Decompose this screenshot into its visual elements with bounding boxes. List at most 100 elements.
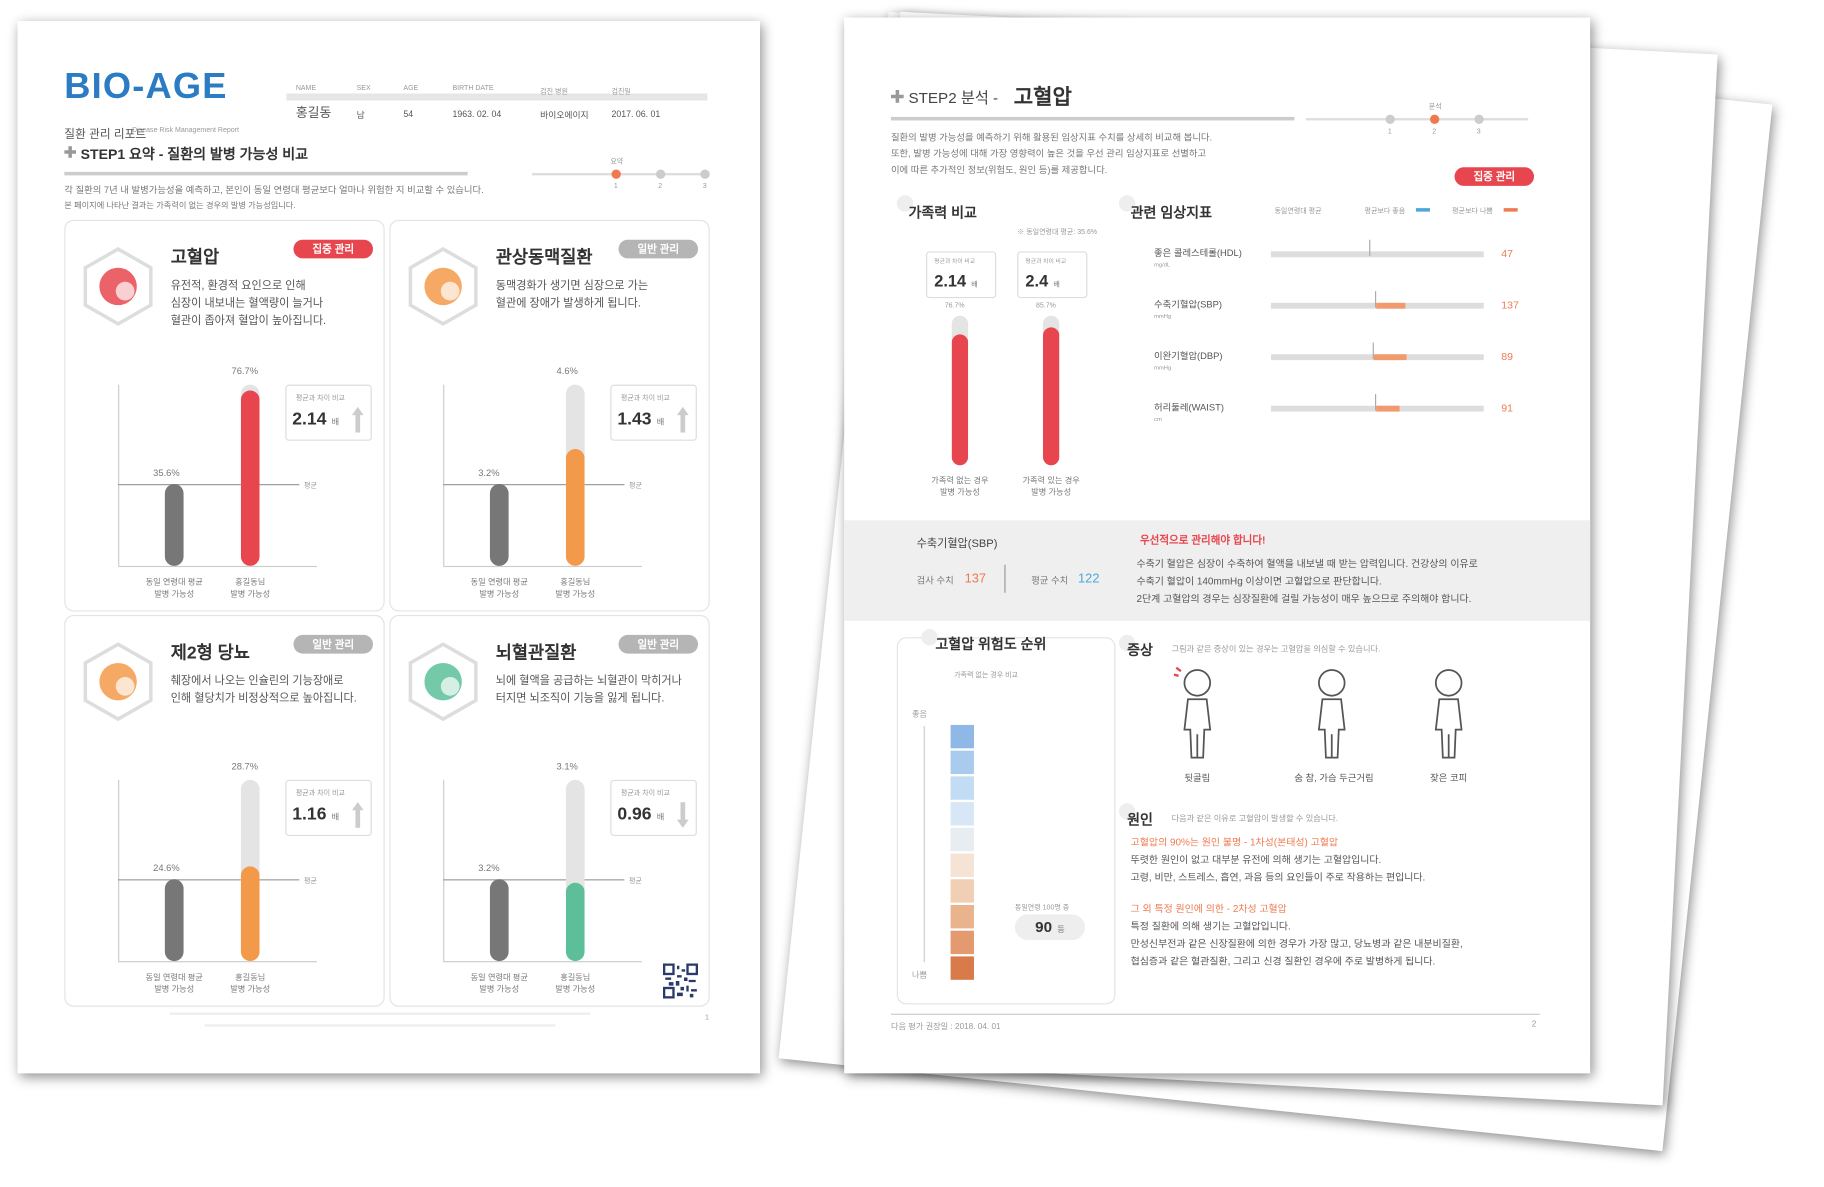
badge: 집중 관리 bbox=[1454, 167, 1535, 186]
progress-step: 1 bbox=[613, 183, 618, 191]
compare-label: 평균과 차이 비교 bbox=[295, 395, 345, 403]
priority-alert: 우선적으로 관리해야 합니다! bbox=[1139, 534, 1266, 547]
compare-box: 평균과 차이 비교 2.4 배 bbox=[1017, 251, 1088, 299]
disease-card: 관상동맥질환 일반 관리 동맥경화가 생기면 심장으로 가는 혈관에 장애가 발생하게… bbox=[389, 219, 710, 612]
symptom-figure bbox=[1173, 666, 1212, 759]
disease-title: 고혈압 bbox=[1013, 85, 1072, 109]
legend-item: 동일연령대 평균 bbox=[1274, 208, 1322, 216]
ratio-unit: 배 bbox=[331, 418, 340, 427]
average-label: 평균 bbox=[303, 482, 317, 490]
bar-label-line: 동일 연령대 평균 bbox=[145, 578, 203, 587]
ratio-unit: 배 bbox=[971, 281, 978, 289]
text-line: 수축기 혈압은 심장이 수축하여 혈액을 내보낼 때 받는 압력입니다. 건강상… bbox=[1136, 557, 1478, 570]
header-bar bbox=[286, 93, 708, 101]
intro: 질환의 발병 가능성을 예측하기 위해 활용된 임상지표 수치를 상세히 비교해… bbox=[891, 130, 1212, 179]
average-marker bbox=[1375, 291, 1377, 308]
bar-label-line: 발병 가능성 bbox=[154, 590, 195, 599]
indicator-segment bbox=[1373, 354, 1407, 361]
causes-text: 고혈압의 90%는 원인 불명 - 1차성(본태성) 고혈압 뚜렷한 원인이 없… bbox=[1131, 834, 1463, 971]
bar-label-line: 홍길동님 bbox=[235, 973, 266, 983]
risk-track bbox=[240, 779, 260, 962]
rank-step bbox=[950, 776, 974, 800]
disease-card: 뇌혈관질환 일반 관리 뇌에 혈액을 공급하는 뇌혈관이 막히거나 터지면 뇌조직이 … bbox=[389, 615, 710, 1007]
risk-value: 28.7% bbox=[231, 761, 259, 772]
average-value: 3.2% bbox=[478, 467, 500, 479]
family-value: 76.7% bbox=[944, 302, 965, 310]
symptom-label: 뒷골림 bbox=[1184, 772, 1211, 784]
patient-value: 54 bbox=[403, 108, 414, 120]
bar-label: 동일 연령대 평균 발병 가능성 bbox=[133, 973, 215, 996]
patient-label: NAME bbox=[295, 85, 317, 93]
rank-step bbox=[950, 802, 974, 826]
section-dot bbox=[1118, 803, 1136, 820]
progress-step: 2 bbox=[1432, 128, 1437, 136]
scale-line bbox=[923, 726, 925, 963]
rank-badge: 90 등 bbox=[1014, 914, 1086, 941]
progress-step: 1 bbox=[1387, 128, 1392, 136]
axis-y bbox=[118, 384, 120, 566]
disease-icon bbox=[83, 247, 153, 326]
symptom-figure bbox=[1317, 669, 1346, 759]
ranking-title: 고혈압 위험도 순위 bbox=[935, 636, 1047, 653]
report-page-1: BIO-AGE NAME 홍길동 SEX 남 AGE 54 BIRTH DATE 1963. … bbox=[17, 21, 760, 1074]
family-label-line: 발병 가능성 bbox=[939, 488, 980, 497]
compare-label: 평균과 차이 비교 bbox=[1025, 258, 1067, 266]
logo: BIO-AGE bbox=[64, 65, 228, 107]
desc-line: 유전적, 환경적 요인으로 인해 bbox=[170, 279, 306, 293]
text-line: 만성신부전과 같은 신장질환에 의한 경우가 가장 많고, 당뇨병과 같은 내분… bbox=[1130, 937, 1463, 950]
scale-bottom: 나쁨 bbox=[911, 971, 928, 980]
progress-dot bbox=[1474, 114, 1484, 124]
qr-code bbox=[662, 963, 699, 999]
risk-track bbox=[565, 384, 585, 566]
badge: 집중 관리 bbox=[293, 239, 373, 259]
ratio: 1.16 배 bbox=[292, 804, 339, 825]
axis-x bbox=[443, 565, 642, 568]
average-bar bbox=[489, 879, 509, 962]
legend-item: 평균보다 나쁨 bbox=[1452, 208, 1493, 216]
family-label-line: 가족력 있는 경우 bbox=[1022, 477, 1080, 486]
family-value: 85.7% bbox=[1035, 302, 1056, 310]
risk-track bbox=[565, 779, 585, 962]
ratio: 2.4 배 bbox=[1025, 271, 1059, 292]
ratio-value: 1.43 bbox=[617, 409, 652, 430]
disease-icon bbox=[83, 642, 153, 722]
patient-label: 검진 병원 bbox=[540, 88, 568, 96]
symptom-label: 숨 참, 가슴 두근거림 bbox=[1294, 772, 1374, 784]
text-line: 특정 질환에 의해 생기는 고혈압입니다. bbox=[1130, 920, 1291, 932]
bar-label: 홍길동님 발병 가능성 bbox=[534, 973, 616, 996]
indicator-name: 이완기혈압(DBP) bbox=[1154, 350, 1223, 362]
scale-top: 좋음 bbox=[911, 710, 928, 720]
disease-name: 관상동맥질환 bbox=[495, 247, 593, 268]
indicator-segment bbox=[1376, 302, 1406, 309]
rank-step bbox=[950, 827, 974, 852]
ratio-unit: 배 bbox=[656, 813, 665, 822]
ratio-value: 1.16 bbox=[292, 804, 327, 825]
disease-icon bbox=[408, 642, 478, 722]
bar-label-line: 발병 가능성 bbox=[230, 985, 271, 994]
page-number: 1 bbox=[705, 1014, 709, 1022]
trend-arrow bbox=[351, 406, 364, 433]
patient-label: SEX bbox=[356, 85, 371, 93]
ratio-value: 0.96 bbox=[617, 804, 652, 825]
bar-label-line: 발병 가능성 bbox=[230, 590, 271, 599]
trend-arrow bbox=[676, 406, 689, 433]
patient-label: BIRTH DATE bbox=[452, 85, 494, 93]
axis-y bbox=[443, 779, 445, 962]
intro-line: 각 질환의 7년 내 발병가능성을 예측하고, 본인이 동일 연령대 평균보다 … bbox=[64, 184, 484, 196]
rank-callout: 동일연령 100명 중 bbox=[1014, 904, 1070, 912]
average-marker bbox=[1372, 342, 1374, 359]
average-value: 3.2% bbox=[478, 862, 500, 874]
axis-x bbox=[443, 961, 642, 963]
family-label: 가족력 없는 경우 발병 가능성 bbox=[919, 476, 1001, 499]
title-rule bbox=[64, 171, 468, 176]
page-number: 2 bbox=[1531, 1020, 1537, 1029]
footer-rule bbox=[890, 1013, 1540, 1015]
risk-bar bbox=[565, 882, 585, 962]
section-dot bbox=[921, 629, 938, 646]
ratio-unit: 배 bbox=[1053, 281, 1060, 289]
ratio: 0.96 배 bbox=[617, 804, 664, 825]
average-label: 평균 수치 bbox=[1031, 575, 1069, 586]
indicator-segment bbox=[1376, 405, 1400, 412]
